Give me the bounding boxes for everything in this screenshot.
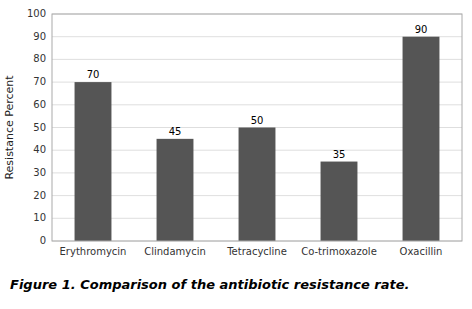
y-tick-label: 30 bbox=[33, 167, 46, 178]
bar bbox=[75, 82, 112, 241]
chart-container: 0 10 20 30 40 50 60 70 80 90 100 70 45 50 35 90 Erythrom… bbox=[0, 0, 472, 309]
plot-frame bbox=[52, 14, 462, 241]
grid-line bbox=[52, 82, 462, 83]
data-label: 35 bbox=[333, 149, 346, 160]
chart-svg: 0 10 20 30 40 50 60 70 80 90 100 70 45 50 35 90 Erythrom… bbox=[0, 0, 472, 309]
bar bbox=[157, 139, 194, 241]
y-tick-label: 40 bbox=[33, 144, 46, 155]
data-label: 45 bbox=[169, 126, 182, 137]
y-tick-label: 10 bbox=[33, 212, 46, 223]
data-label: 70 bbox=[87, 69, 100, 80]
bars bbox=[75, 37, 440, 241]
y-tick-label: 0 bbox=[40, 235, 46, 246]
grid bbox=[52, 14, 462, 241]
y-tick-label: 90 bbox=[33, 31, 46, 42]
y-tick-label: 70 bbox=[33, 76, 46, 87]
bar bbox=[403, 37, 440, 241]
x-tick-label: Clindamycin bbox=[144, 246, 206, 257]
x-tick-label: Oxacillin bbox=[400, 246, 443, 257]
grid-line bbox=[52, 36, 462, 37]
x-tick-label: Erythromycin bbox=[60, 246, 127, 257]
y-tick-label: 50 bbox=[33, 122, 46, 133]
data-label: 50 bbox=[251, 115, 264, 126]
bar bbox=[239, 128, 276, 242]
grid-line bbox=[52, 104, 462, 105]
grid-line bbox=[52, 59, 462, 60]
y-tick-label: 100 bbox=[27, 8, 46, 19]
y-tick-label: 60 bbox=[33, 99, 46, 110]
x-tick-label: Co-trimoxazole bbox=[301, 246, 377, 257]
y-axis-label: Resistance Percent bbox=[3, 75, 16, 180]
y-tick-label: 80 bbox=[33, 53, 46, 64]
data-label: 90 bbox=[415, 24, 428, 35]
x-tick-label: Tetracycline bbox=[226, 246, 287, 257]
bar bbox=[321, 162, 358, 241]
y-tick-label: 20 bbox=[33, 190, 46, 201]
caption: Figure 1. Comparison of the antibiotic r… bbox=[10, 277, 409, 292]
